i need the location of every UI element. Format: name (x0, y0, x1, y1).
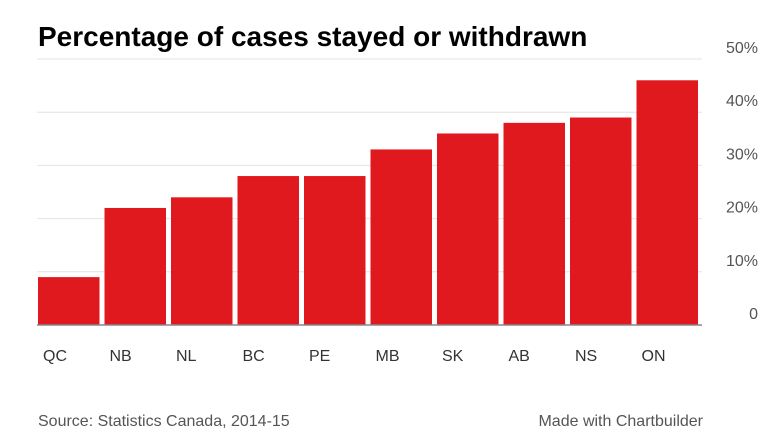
x-tick-label: MB (376, 348, 400, 365)
x-tick-label: QC (43, 348, 67, 365)
bar-ns (570, 117, 632, 326)
bars (38, 80, 698, 326)
x-tick-label: NL (176, 348, 197, 365)
x-tick-label: ON (642, 348, 666, 365)
bar-nb (104, 207, 166, 325)
x-tick-label: PE (309, 348, 330, 365)
y-axis-ticks: 0 10% 20% 30% 40% 50% (726, 40, 758, 323)
y-tick-label: 0 (749, 306, 758, 323)
bar-qc (38, 277, 100, 325)
x-tick-label: SK (442, 348, 464, 365)
bar-nl (171, 197, 233, 325)
y-tick-label: 20% (726, 200, 758, 217)
bar-on (636, 80, 698, 325)
bar-mb (370, 149, 432, 325)
bar-bc (237, 176, 299, 325)
chart-title: Percentage of cases stayed or withdrawn (38, 21, 587, 52)
credit-note: Made with Chartbuilder (538, 413, 703, 430)
y-tick-label: 40% (726, 93, 758, 110)
x-axis-ticks: QC NB NL BC PE MB SK AB NS ON (43, 348, 666, 365)
y-tick-label: 30% (726, 146, 758, 163)
bar-sk (437, 133, 499, 325)
source-note: Source: Statistics Canada, 2014-15 (38, 413, 290, 430)
x-tick-label: NS (575, 348, 597, 365)
y-tick-label: 50% (726, 40, 758, 57)
bar-pe (304, 176, 366, 325)
x-tick-label: BC (243, 348, 265, 365)
x-tick-label: AB (509, 348, 530, 365)
x-tick-label: NB (110, 348, 132, 365)
y-tick-label: 10% (726, 253, 758, 270)
bar-ab (503, 122, 565, 325)
